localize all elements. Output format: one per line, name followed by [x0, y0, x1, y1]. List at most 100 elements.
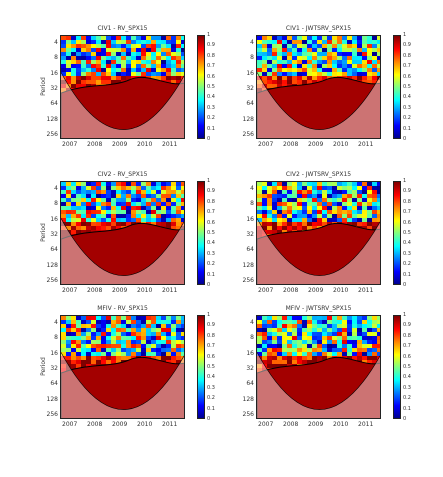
heatmap-cell	[272, 218, 277, 222]
heatmap-cell	[317, 202, 322, 206]
heatmap-cell	[136, 48, 141, 52]
heatmap-cell	[282, 186, 287, 190]
heatmap-cell	[61, 218, 66, 222]
panel-title: CIV2 - JWTSRV_SPX15	[285, 171, 352, 178]
heatmap-cell	[166, 360, 171, 364]
heatmap-cell	[277, 324, 282, 328]
colorbar-tick-label: 0.9	[207, 322, 215, 329]
heatmap-cell	[347, 72, 352, 76]
heatmap-cell	[81, 218, 86, 222]
heatmap-cell	[126, 320, 131, 324]
heatmap-cell	[91, 344, 96, 348]
heatmap-cell	[292, 36, 297, 40]
heatmap-cell	[357, 190, 362, 194]
heatmap-cell	[312, 72, 317, 76]
heatmap-cell	[76, 340, 81, 344]
heatmap-cell	[257, 206, 262, 210]
heatmap-cell	[287, 320, 292, 324]
coherence-plot-area	[60, 181, 185, 285]
coherence-plot-area	[256, 181, 381, 285]
heatmap-cell	[357, 316, 362, 320]
heatmap-cell	[176, 344, 181, 348]
y-tick-label: 128	[242, 115, 254, 123]
heatmap-cell	[171, 190, 176, 194]
heatmap-cell	[81, 36, 86, 40]
heatmap-cell	[126, 336, 131, 340]
heatmap-cell	[282, 340, 287, 344]
y-tick-label: 8	[250, 200, 254, 208]
heatmap-cell	[267, 230, 272, 234]
heatmap-cell	[101, 332, 106, 336]
heatmap-cell	[322, 352, 327, 356]
heatmap-cell	[302, 356, 307, 360]
heatmap-cell	[377, 40, 380, 44]
heatmap-cell	[262, 348, 267, 352]
heatmap-cell	[61, 202, 66, 206]
heatmap-cell	[156, 52, 161, 56]
y-tick-label: 64	[246, 100, 254, 108]
heatmap-cell	[317, 194, 322, 198]
heatmap-cell	[377, 202, 380, 206]
x-tick-label: 2007	[258, 421, 274, 428]
heatmap-cell	[267, 84, 272, 88]
heatmap-cell	[91, 356, 96, 360]
heatmap-cell	[66, 332, 71, 336]
cone-of-influence-shade	[61, 72, 184, 138]
heatmap-cell	[347, 332, 352, 336]
heatmap-cell	[116, 360, 121, 364]
heatmap-cell	[171, 360, 176, 364]
heatmap-cell	[96, 48, 101, 52]
heatmap-cell	[111, 190, 116, 194]
heatmap-cell	[297, 202, 302, 206]
heatmap-cell	[66, 60, 71, 64]
heatmap-cell	[91, 56, 96, 60]
colorbar-tick-label: 0.7	[207, 343, 215, 350]
heatmap-cell	[181, 332, 184, 336]
heatmap-cell	[342, 332, 347, 336]
heatmap-cell	[91, 218, 96, 222]
heatmap-cell	[292, 52, 297, 56]
heatmap-cell	[161, 344, 166, 348]
heatmap-cell	[277, 52, 282, 56]
heatmap-cell	[312, 48, 317, 52]
heatmap-cell	[322, 356, 327, 360]
heatmap-cell	[101, 328, 106, 332]
heatmap-cell	[101, 218, 106, 222]
heatmap-cell	[337, 324, 342, 328]
heatmap-cell	[272, 202, 277, 206]
heatmap-cell	[307, 68, 312, 72]
heatmap-cell	[151, 198, 156, 202]
heatmap-cell	[86, 60, 91, 64]
heatmap-cell	[111, 332, 116, 336]
heatmap-cell	[337, 344, 342, 348]
heatmap-cell	[312, 76, 317, 80]
heatmap-cell	[71, 348, 76, 352]
heatmap-cell	[357, 202, 362, 206]
heatmap-cell	[61, 68, 66, 72]
y-tick-label: 16	[246, 215, 254, 223]
heatmap-cell	[347, 214, 352, 218]
colorbar-tick-label: 0.8	[403, 198, 411, 205]
heatmap-cell	[277, 194, 282, 198]
heatmap-cell	[342, 56, 347, 60]
heatmap-cell	[66, 80, 71, 84]
cone-of-influence-shade	[61, 218, 184, 284]
heatmap-cell	[101, 190, 106, 194]
heatmap-cell	[176, 348, 181, 352]
heatmap-cell	[61, 340, 66, 344]
heatmap-cell	[141, 340, 146, 344]
heatmap-cell	[317, 64, 322, 68]
heatmap-cell	[357, 320, 362, 324]
heatmap-cell	[257, 36, 262, 40]
heatmap-cell	[141, 64, 146, 68]
heatmap-cell	[277, 316, 282, 320]
heatmap-cell	[377, 52, 380, 56]
heatmap-cell	[146, 328, 151, 332]
heatmap-cell	[377, 48, 380, 52]
significance-region	[61, 76, 184, 138]
heatmap-cell	[126, 352, 131, 356]
heatmap-cell	[136, 202, 141, 206]
heatmap-cell	[322, 44, 327, 48]
heatmap-cell	[377, 76, 380, 80]
heatmap-cell	[272, 190, 277, 194]
